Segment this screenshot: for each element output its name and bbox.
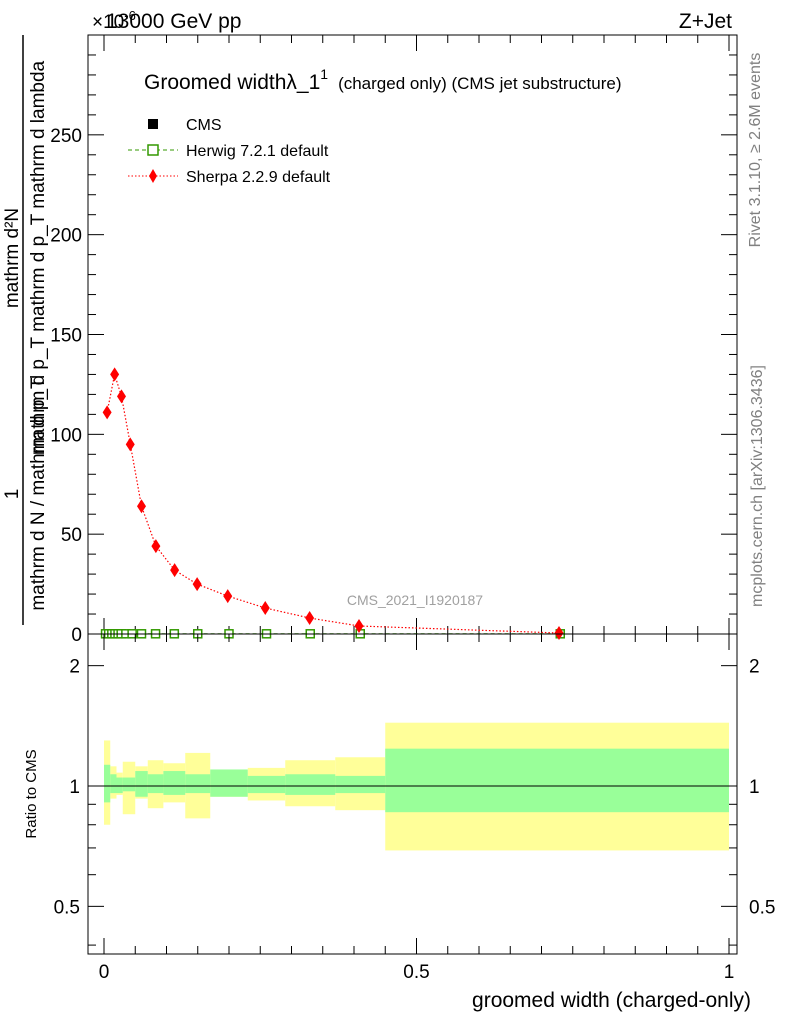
- ratio-y-tick-label-right: 2: [749, 657, 760, 678]
- main-y-tick-label: 0: [71, 625, 82, 646]
- legend-entry-sherpa: Sherpa 2.2.9 default: [128, 169, 331, 186]
- ratio-y-tick-label-right: 0.5: [749, 897, 775, 918]
- stat-band-bin: [210, 769, 248, 797]
- ylabel-denominator: mathrm d p_T mathrm d p_T mathrm d lambd…: [28, 60, 49, 455]
- sherpa-point: [151, 539, 161, 554]
- sherpa-point: [170, 563, 180, 578]
- sherpa-point: [192, 577, 202, 592]
- exponent-label: ×10-6: [92, 8, 136, 33]
- sherpa-point: [223, 589, 233, 604]
- ratio-y-tick-label: 2: [69, 657, 80, 678]
- legend-marker-herwig: [147, 144, 159, 156]
- ylabel-prefix-denominator: mathrm d N / mathrm d p_T: [28, 377, 49, 611]
- rivet-label: Rivet 3.1.10, ≥ 2.6M events: [747, 53, 764, 248]
- stat-band-bin: [285, 774, 336, 795]
- ratio-x-axis-label: groomed width (charged-only): [472, 989, 751, 1012]
- ratio-x-tick-label: 1: [724, 962, 735, 983]
- main-y-tick-label: 100: [50, 425, 82, 446]
- ratio-y-tick-label: 0.5: [54, 897, 80, 918]
- legend-marker-sherpa: [149, 169, 157, 183]
- sherpa-point: [354, 619, 364, 634]
- sherpa-point: [117, 389, 126, 404]
- stat-band-bin: [163, 771, 186, 795]
- stat-band-bin: [185, 774, 211, 794]
- ylabel-prefix-numerator: 1: [2, 489, 23, 500]
- main-x-axis-ticks: [103, 35, 730, 634]
- ratio-bands-layer: [104, 722, 729, 851]
- stat-band-bin: [122, 777, 136, 792]
- sherpa-point: [125, 437, 135, 452]
- sherpa-point: [554, 626, 564, 641]
- process-label: Z+Jet: [679, 10, 732, 33]
- stat-band-bin: [110, 774, 117, 794]
- energy-label: 13000 GeV pp: [106, 10, 241, 33]
- ratio-y-tick-label-right: 1: [749, 777, 760, 798]
- main-y-tick-label: 50: [61, 525, 82, 546]
- ratio-x-axis: 0 0.5 1: [99, 634, 735, 983]
- main-y-tick-label: 200: [50, 226, 82, 247]
- ratio-plot-frame: [87, 633, 738, 955]
- legend-entry-cms: CMS: [148, 117, 222, 134]
- stat-band-bin: [147, 774, 164, 794]
- sherpa-point: [102, 405, 112, 420]
- main-y-tick-label: 250: [50, 126, 82, 147]
- ratio-y-axis: 0.5 0.5 1 1 2 2: [54, 657, 775, 946]
- stat-band-bin: [247, 775, 286, 794]
- ratio-plot: 0.5 0.51 12 2 0 0.5 1 Ratio to CMS groomed wi…: [23, 633, 775, 1012]
- ratio-x-tick-label: 0.5: [403, 962, 429, 983]
- stat-band-bin: [104, 764, 111, 803]
- legend-label-herwig: Herwig 7.2.1 default: [186, 143, 329, 160]
- mcplots-label: mcplots.cern.ch [arXiv:1306.3436]: [749, 365, 766, 607]
- ratio-x-tick-label: 0: [99, 962, 110, 983]
- sherpa-point: [110, 367, 120, 382]
- stat-band-bin: [135, 771, 148, 797]
- main-title: Groomed widthλ_11 (charged only) (CMS jet…: [144, 66, 622, 94]
- main-y-tick-label: 150: [50, 326, 82, 347]
- stat-band-bin: [116, 777, 123, 794]
- main-series-layer: [100, 367, 565, 641]
- ratio-y-axis-label: Ratio to CMS: [23, 749, 40, 838]
- stat-band-bin: [335, 775, 386, 794]
- legend-marker-cms: [148, 119, 158, 129]
- legend-label-cms: CMS: [186, 117, 222, 134]
- legend-entry-herwig: Herwig 7.2.1 default: [128, 143, 329, 160]
- ratio-y-tick-label: 1: [69, 777, 80, 798]
- main-plot: 0 50 100 150 200 250 Groomed widthλ_11 (charge…: [2, 34, 738, 646]
- sherpa-point: [260, 601, 270, 616]
- main-y-axis: 0 50 100 150 200 250: [50, 54, 737, 646]
- analysis-watermark: CMS_2021_I1920187: [347, 592, 483, 608]
- legend: CMS Herwig 7.2.1 default Sherpa 2.2.9 de…: [128, 117, 331, 186]
- series-line-sherpa: [106, 374, 560, 634]
- sherpa-point: [305, 611, 315, 626]
- stat-band-bin: [385, 748, 729, 813]
- legend-label-sherpa: Sherpa 2.2.9 default: [186, 169, 331, 186]
- main-y-axis-label: mathrm d²N mathrm d p_T mathrm d p_T mat…: [2, 35, 49, 625]
- ylabel-numerator: mathrm d²N: [2, 208, 23, 308]
- sherpa-point: [137, 499, 146, 514]
